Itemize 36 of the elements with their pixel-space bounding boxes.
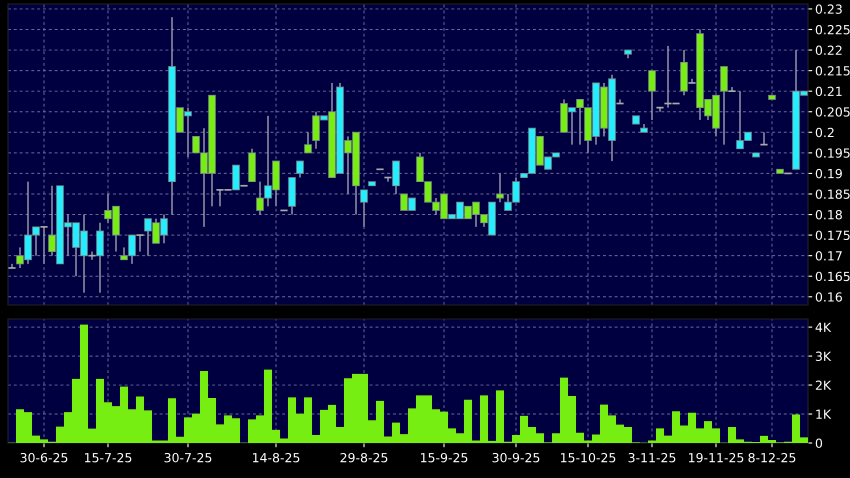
y-tick-label: 3K <box>816 352 832 362</box>
y-tick-label: 0.165 <box>816 272 850 282</box>
y-tick-label: 0.185 <box>816 189 850 199</box>
y-tick-label: 2K <box>816 380 832 390</box>
y-tick-label: 0.195 <box>816 148 850 158</box>
y-tick-label: 0.23 <box>816 4 842 14</box>
y-tick-label: 1K <box>816 410 832 419</box>
y-tick-label: 0.175 <box>816 230 850 240</box>
candlestick <box>360 189 368 228</box>
y-tick-label: 0.205 <box>816 107 850 117</box>
y-tick-label: 4K <box>816 322 832 332</box>
y-tick-label: 0.17 <box>816 251 842 261</box>
x-tick-label: 3-11-25 <box>628 452 676 462</box>
y-tick-label: 0.225 <box>816 24 850 34</box>
y-tick-label: 0.18 <box>816 210 842 220</box>
x-tick-label: 15-7-25 <box>84 452 132 462</box>
y-tick-label: 0.19 <box>816 168 842 178</box>
x-tick-label: 15-9-25 <box>420 452 468 462</box>
y-tick-label: 0 <box>816 438 822 448</box>
x-tick-label: 8-12-25 <box>748 452 796 462</box>
y-tick-label: 0.215 <box>816 66 850 76</box>
candlestick <box>304 132 312 154</box>
y-tick-label: 0.2 <box>816 128 834 138</box>
candlestick <box>296 160 304 178</box>
x-tick-label: 19-11-25 <box>689 452 744 462</box>
candlestick <box>496 172 504 203</box>
y-tick-label: 0.22 <box>816 46 842 55</box>
x-tick-label: 15-10-25 <box>561 452 616 462</box>
x-tick-label: 30-7-25 <box>164 452 212 462</box>
x-tick-label: 14-8-25 <box>252 452 300 462</box>
y-tick-label: 0.16 <box>816 292 842 302</box>
x-tick-label: 29-8-25 <box>340 452 388 462</box>
candlestick <box>648 70 656 121</box>
x-tick-label: 30-9-25 <box>492 452 540 462</box>
y-tick-label: 0.21 <box>816 86 842 96</box>
x-tick-label: 30-6-25 <box>20 452 68 462</box>
